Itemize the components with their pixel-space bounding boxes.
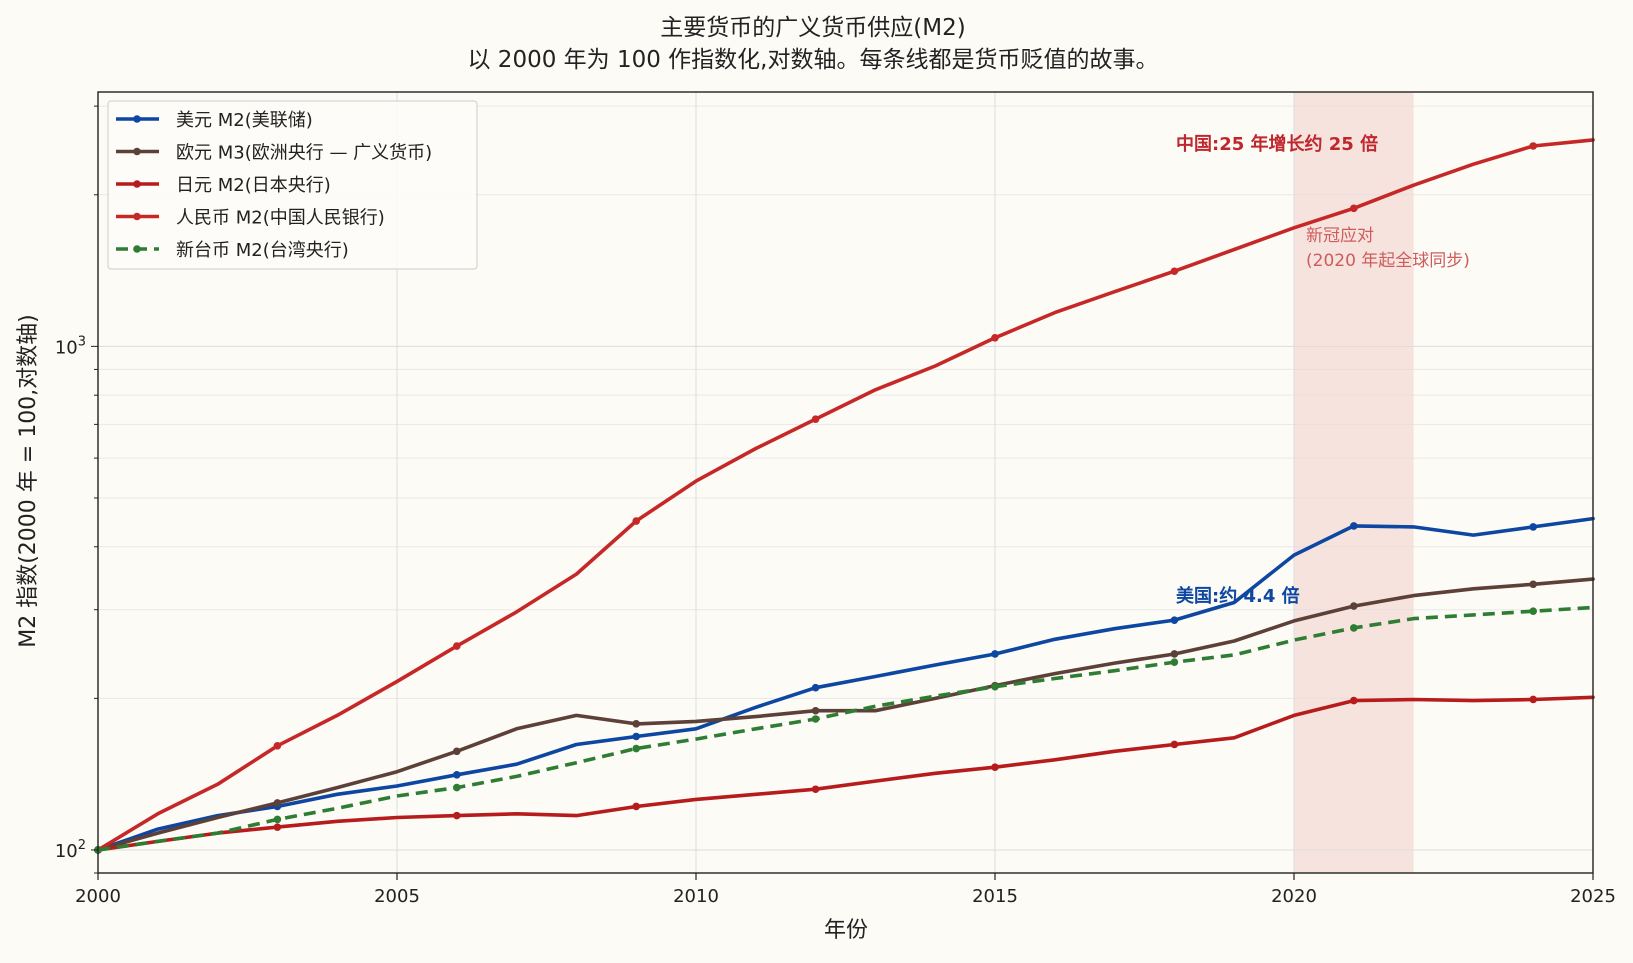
series-point-twd bbox=[273, 815, 282, 824]
series-point-twd bbox=[1529, 607, 1537, 615]
chart-subtitle: 以 2000 年为 100 作指数化,对数轴。每条线都是货币贬值的故事。 bbox=[468, 47, 1159, 73]
series-point-cny bbox=[1350, 204, 1358, 213]
series-point-twd bbox=[811, 715, 820, 723]
x-tick-label-2: 2010 bbox=[673, 886, 719, 907]
series-point-eur bbox=[1350, 602, 1358, 610]
annotation-us: 美国:约 4.4 倍 bbox=[1176, 585, 1300, 607]
legend-marker-eur bbox=[133, 147, 141, 156]
series-point-eur bbox=[453, 747, 461, 756]
series-point-eur bbox=[273, 799, 282, 807]
covid-band-label-line1: 新冠应对 bbox=[1306, 226, 1374, 246]
y-tick-label-1: 103 bbox=[55, 334, 86, 358]
series-point-jpy bbox=[632, 802, 640, 811]
series-point-usd bbox=[453, 771, 461, 779]
y-tick-label-base: 10 bbox=[55, 337, 78, 358]
legend: 美元 M2(美联储) 欧元 M3(欧洲央行 — 广义货币) 日元 M2(日本央行) 人… bbox=[107, 100, 478, 270]
series-point-usd bbox=[1170, 616, 1179, 624]
series-line-eur bbox=[96, 577, 1595, 852]
x-tick-label-4: 2020 bbox=[1271, 886, 1317, 907]
y-axis-label: M2 指数(2000 年 = 100,对数轴) bbox=[16, 314, 41, 648]
y-tick-label-0: 102 bbox=[55, 838, 86, 862]
legend-label-jpy: 日元 M2(日本央行) bbox=[176, 175, 331, 196]
series-point-twd bbox=[453, 783, 461, 792]
series-point-eur bbox=[632, 720, 640, 728]
series-point-jpy bbox=[811, 785, 820, 794]
chart-title: 主要货币的广义货币供应(M2) bbox=[660, 15, 965, 41]
series-point-jpy bbox=[273, 823, 282, 831]
series-point-cny bbox=[1529, 142, 1537, 150]
series-point-cny bbox=[1170, 267, 1179, 276]
series-point-cny bbox=[453, 642, 461, 650]
legend-marker-cny bbox=[133, 212, 141, 221]
legend-marker-jpy bbox=[133, 180, 141, 188]
y-tick-label-base: 10 bbox=[55, 841, 78, 862]
legend-label-twd: 新台币 M2(台湾央行) bbox=[176, 240, 349, 261]
series-point-usd bbox=[1350, 522, 1358, 530]
series-point-twd bbox=[1170, 658, 1179, 666]
x-tick-label-3: 2015 bbox=[972, 886, 1018, 907]
series-point-usd bbox=[991, 650, 999, 658]
x-tick-label-0: 2000 bbox=[75, 886, 121, 907]
annotation-china: 中国:25 年增长约 25 倍 bbox=[1176, 133, 1378, 155]
series-point-twd bbox=[1350, 624, 1358, 632]
legend-box bbox=[107, 100, 478, 270]
series-line-twd bbox=[97, 605, 1594, 852]
series-point-jpy bbox=[1170, 740, 1179, 749]
series-point-cny bbox=[991, 334, 999, 342]
y-tick-label-exponent: 2 bbox=[78, 838, 86, 853]
legend-marker-usd bbox=[133, 115, 141, 123]
legend-label-usd: 美元 M2(美联储) bbox=[176, 110, 313, 131]
series-point-eur bbox=[1170, 650, 1179, 658]
series-point-eur bbox=[1529, 580, 1537, 589]
legend-label-eur: 欧元 M3(欧洲央行 — 广义货币) bbox=[176, 143, 432, 164]
series-point-cny bbox=[811, 415, 820, 423]
series-line-usd bbox=[96, 516, 1595, 852]
series-point-twd bbox=[632, 744, 640, 753]
x-axis-label: 年份 bbox=[824, 918, 868, 943]
series-point-usd bbox=[1529, 523, 1537, 531]
series-point-usd bbox=[632, 732, 640, 741]
x-tick-label-5: 2025 bbox=[1570, 886, 1616, 907]
series-point-usd bbox=[811, 683, 820, 692]
x-tick-label-1: 2005 bbox=[374, 886, 420, 907]
series-line-cny bbox=[96, 138, 1595, 852]
legend-label-cny: 人民币 M2(中国人民银行) bbox=[176, 208, 385, 229]
plot-frame bbox=[97, 91, 1594, 874]
covid-band-label-line2: (2020 年起全球同步) bbox=[1306, 251, 1470, 271]
series-point-jpy bbox=[991, 763, 999, 771]
series-point-cny bbox=[273, 742, 282, 750]
y-tick-label-exponent: 3 bbox=[78, 334, 86, 349]
series-point-cny bbox=[632, 517, 640, 525]
series-point-jpy bbox=[1529, 695, 1537, 704]
series-point-jpy bbox=[453, 811, 461, 820]
series-point-eur bbox=[811, 706, 820, 715]
series-line-jpy bbox=[96, 695, 1595, 852]
series-point-jpy bbox=[1350, 696, 1358, 705]
series-point-twd bbox=[991, 682, 999, 691]
legend-marker-twd bbox=[133, 245, 141, 253]
